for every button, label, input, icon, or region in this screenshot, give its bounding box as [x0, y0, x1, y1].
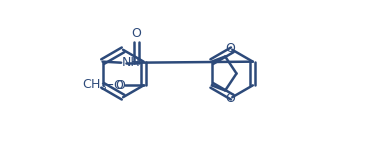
- Text: O: O: [226, 92, 235, 105]
- Text: NH: NH: [122, 56, 141, 69]
- Text: O: O: [132, 27, 141, 40]
- Text: CH$_3$: CH$_3$: [82, 78, 108, 93]
- Text: O: O: [115, 79, 125, 92]
- Text: O: O: [226, 42, 235, 55]
- Text: $\mathregular{-O}$: $\mathregular{-O}$: [103, 79, 125, 92]
